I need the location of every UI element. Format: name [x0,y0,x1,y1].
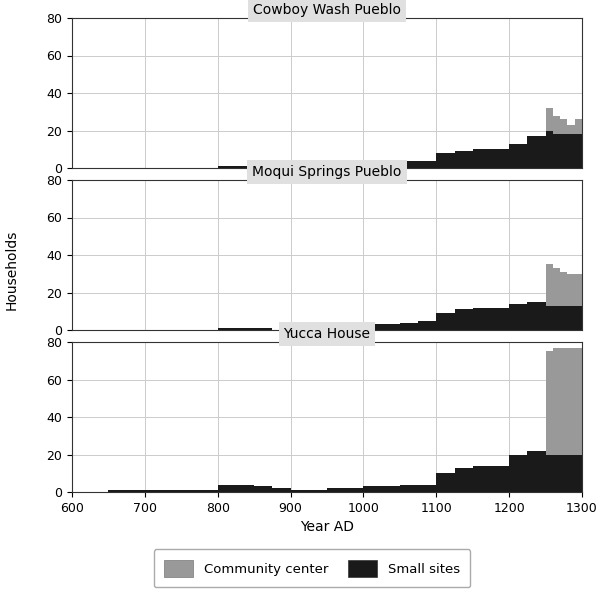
Bar [473,466,491,492]
Bar [455,151,473,168]
Bar [553,268,560,305]
Bar [553,455,560,492]
Bar [327,488,345,492]
Title: Yucca House: Yucca House [284,327,371,341]
Bar [218,485,236,492]
Bar [382,487,400,492]
Bar [491,149,509,168]
Bar [568,134,575,168]
Bar [436,473,455,492]
Bar [568,274,575,305]
Bar [553,134,560,168]
Bar [545,352,553,455]
Bar [509,455,527,492]
Bar [400,485,418,492]
Bar [473,149,491,168]
Bar [382,325,400,330]
Bar [527,136,545,168]
Bar [560,305,568,330]
Bar [418,485,436,492]
Bar [218,166,236,168]
Bar [455,310,473,330]
Bar [364,164,382,168]
Bar [400,160,418,168]
Bar [109,490,145,492]
Bar [327,166,345,168]
Bar [509,304,527,330]
Bar [436,313,455,330]
Bar [455,467,473,492]
Bar [553,115,560,134]
X-axis label: Year AD: Year AD [300,520,354,534]
Bar [527,451,545,492]
Bar [145,490,181,492]
Bar [575,119,582,134]
Bar [491,307,509,330]
Text: Households: Households [5,230,19,310]
Bar [218,328,236,330]
Bar [575,305,582,330]
Bar [345,166,364,168]
Bar [327,328,345,330]
Bar [236,328,254,330]
Bar [575,134,582,168]
Bar [272,488,290,492]
Bar [560,455,568,492]
Bar [436,153,455,168]
Bar [364,487,382,492]
Bar [527,302,545,330]
Bar [345,488,364,492]
Bar [568,305,575,330]
Legend: Community center, Small sites: Community center, Small sites [154,550,470,587]
Bar [254,487,272,492]
Title: Cowboy Wash Pueblo: Cowboy Wash Pueblo [253,3,401,17]
Bar [545,108,553,130]
Bar [491,466,509,492]
Bar [545,455,553,492]
Bar [236,166,254,168]
Bar [545,305,553,330]
Bar [364,325,382,330]
Bar [575,274,582,305]
Bar [568,455,575,492]
Bar [545,265,553,305]
Bar [254,328,272,330]
Bar [236,485,254,492]
Bar [568,347,575,455]
Bar [575,347,582,455]
Title: Moqui Springs Pueblo: Moqui Springs Pueblo [253,165,401,179]
Bar [290,490,327,492]
Bar [553,347,560,455]
Bar [382,164,400,168]
Bar [560,134,568,168]
Bar [553,305,560,330]
Bar [181,490,218,492]
Bar [345,328,364,330]
Bar [575,455,582,492]
Bar [418,320,436,330]
Bar [400,323,418,330]
Bar [560,119,568,134]
Bar [560,347,568,455]
Bar [509,143,527,168]
Bar [418,160,436,168]
Bar [545,130,553,168]
Bar [568,125,575,134]
Bar [560,272,568,305]
Bar [473,307,491,330]
